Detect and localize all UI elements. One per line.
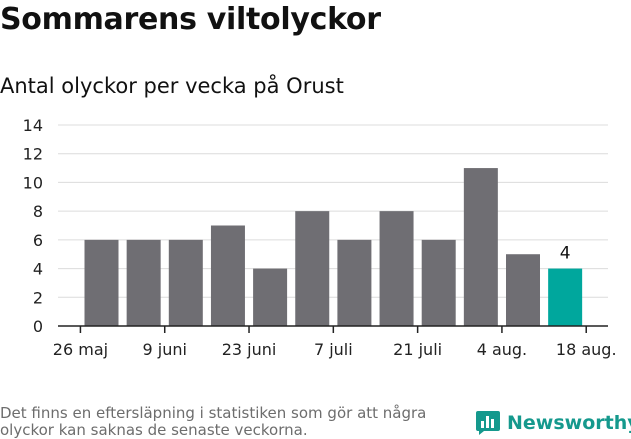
data-labels: 4 (560, 244, 571, 264)
y-tick-label: 14 (23, 116, 43, 135)
bar (506, 254, 540, 326)
y-tick-label: 8 (33, 202, 43, 221)
bar (421, 239, 456, 326)
x-tick-label: 4 aug. (477, 340, 527, 359)
bar (84, 239, 119, 326)
y-tick-label: 6 (33, 231, 43, 250)
x-tick-label: 26 maj (53, 340, 108, 359)
footnote: Det finns en eftersläpning i statistiken… (0, 404, 427, 439)
bar (337, 239, 372, 326)
x-tick-label: 23 juni (222, 340, 277, 359)
chart-title: Sommarens viltolyckor (0, 2, 381, 37)
bar (548, 268, 583, 326)
y-tick-label: 12 (23, 145, 43, 164)
x-tick-label: 9 juni (143, 340, 187, 359)
x-tick-label: 21 juli (393, 340, 442, 359)
brand-name: Newsworthy (507, 412, 631, 434)
bar (168, 239, 203, 326)
y-tick-label: 2 (33, 288, 43, 307)
y-tick-label: 10 (23, 173, 43, 192)
bar (463, 168, 498, 326)
x-axis-ticks: 26 maj 9 juni 23 juni 7 juli 21 juli 4 aug. 18… (53, 326, 617, 359)
bar (295, 211, 330, 326)
brand: Newsworthy (475, 408, 631, 438)
chart-subtitle: Antal olyckor per vecka på Orust (0, 74, 344, 98)
bars (84, 168, 583, 326)
y-axis-ticks: 0 2 4 6 8 10 12 14 (23, 116, 43, 336)
x-tick-label: 7 juli (314, 340, 353, 359)
y-tick-label: 4 (33, 260, 43, 279)
bar-chart: 0 2 4 6 8 10 12 14 26 maj 9 juni 23 juni 7 juli 21 … (23, 116, 617, 359)
bar (379, 211, 414, 326)
x-tick-label: 18 aug. (556, 340, 617, 359)
bar-chart-logo-icon (476, 411, 500, 435)
bar (126, 239, 161, 326)
data-label: 4 (560, 244, 571, 264)
bar (253, 268, 288, 326)
bar (210, 225, 245, 326)
y-tick-label: 0 (33, 317, 43, 336)
